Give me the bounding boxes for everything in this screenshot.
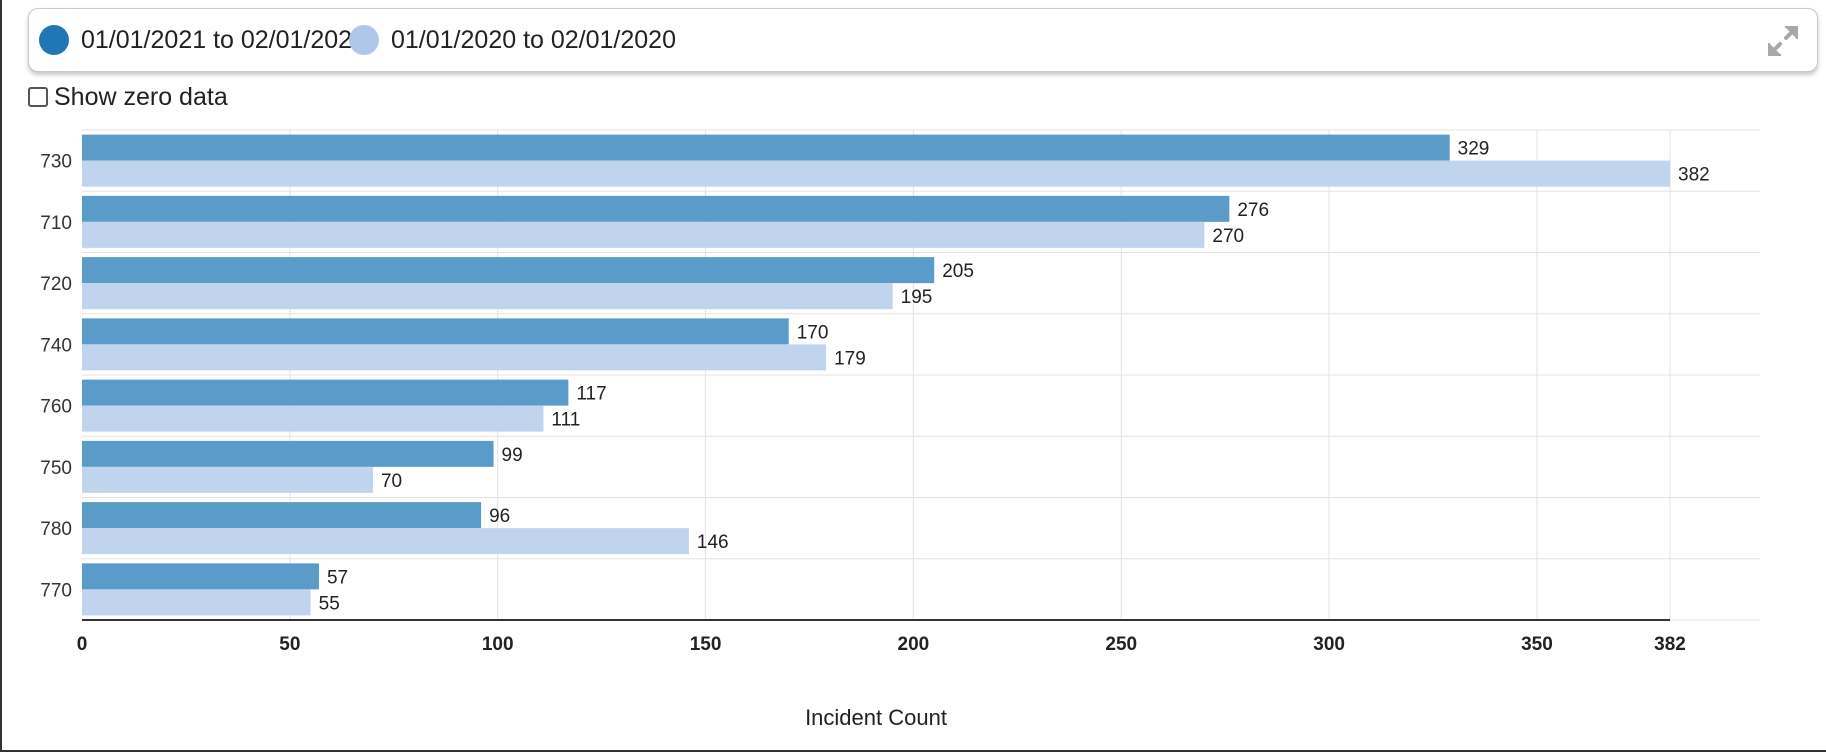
value-label: 205 [942, 261, 974, 282]
bar-760-series-1 [82, 379, 569, 406]
bar-780-series-1 [82, 502, 482, 529]
legend-dot-2020 [349, 25, 379, 55]
bar-740-series-1 [82, 318, 789, 345]
bar-730-series-1 [82, 134, 1450, 161]
x-tick-label: 250 [1105, 634, 1137, 655]
value-label: 179 [834, 348, 866, 369]
legend-panel: 01/01/2021 to 02/01/2021 01/01/2020 to 0… [28, 8, 1818, 72]
value-label: 270 [1212, 226, 1244, 247]
y-tick-label: 750 [40, 458, 72, 479]
bar-750-series-1 [82, 440, 494, 467]
y-tick-label: 730 [40, 152, 72, 173]
bar-740-series-2 [82, 344, 827, 371]
bar-780-series-2 [82, 528, 689, 555]
value-label: 117 [576, 384, 606, 405]
value-label: 170 [797, 322, 829, 343]
show-zero-label[interactable]: Show zero data [54, 82, 228, 111]
bar-760-series-2 [82, 405, 544, 432]
x-tick-label: 100 [482, 634, 514, 655]
value-label: 195 [901, 287, 933, 308]
y-tick-label: 770 [40, 580, 72, 601]
legend-dot-2021 [39, 25, 69, 55]
bottom-frame-border [0, 750, 1826, 752]
x-tick-label: 150 [690, 634, 722, 655]
y-tick-label: 720 [40, 274, 72, 295]
x-axis-title: Incident Count [805, 705, 947, 730]
show-zero-option: Show zero data [28, 82, 228, 112]
bar-730-series-2 [82, 160, 1670, 187]
value-label: 96 [489, 506, 510, 527]
value-label: 111 [551, 410, 580, 431]
x-tick-label: 350 [1521, 634, 1553, 655]
value-label: 99 [502, 445, 523, 466]
bar-720-series-1 [82, 257, 935, 284]
x-tick-label: 382 [1654, 634, 1686, 655]
bar-770-series-2 [82, 589, 311, 616]
legend-label-2021: 01/01/2021 to 02/01/2021 [81, 25, 366, 54]
value-label: 146 [697, 532, 729, 553]
show-zero-checkbox[interactable] [28, 87, 48, 107]
y-tick-label: 710 [40, 213, 72, 234]
x-tick-label: 50 [279, 634, 300, 655]
bar-710-series-2 [82, 221, 1205, 248]
value-label: 329 [1458, 139, 1490, 160]
value-label: 382 [1678, 165, 1710, 186]
bar-750-series-2 [82, 466, 373, 493]
value-label: 70 [381, 471, 402, 492]
x-tick-label: 200 [898, 634, 930, 655]
value-label: 276 [1237, 200, 1269, 221]
legend-label-2020: 01/01/2020 to 02/01/2020 [391, 25, 676, 54]
value-label: 57 [327, 567, 348, 588]
y-tick-label: 780 [40, 519, 72, 540]
expand-icon[interactable] [1763, 21, 1803, 61]
x-tick-label: 300 [1313, 634, 1345, 655]
bar-770-series-1 [82, 563, 319, 590]
legend-item-2021[interactable]: 01/01/2021 to 02/01/2021 [39, 25, 366, 55]
x-tick-label: 0 [77, 634, 88, 655]
y-tick-label: 740 [40, 335, 72, 356]
bar-710-series-1 [82, 195, 1230, 222]
legend-item-2020[interactable]: 01/01/2020 to 02/01/2020 [349, 25, 676, 55]
y-tick-label: 760 [40, 397, 72, 418]
bar-720-series-2 [82, 283, 893, 310]
value-label: 55 [319, 593, 340, 614]
left-frame-border [0, 0, 2, 752]
